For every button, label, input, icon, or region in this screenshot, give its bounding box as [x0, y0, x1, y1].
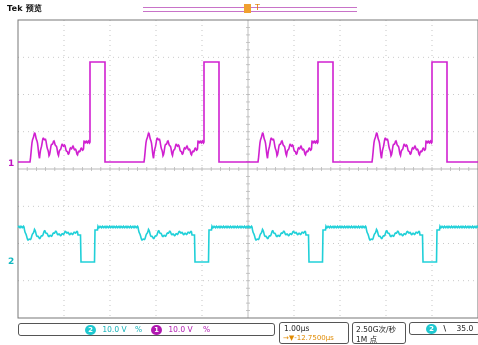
- ch1-badge: 1: [151, 325, 162, 335]
- brand-label: Tek 预览: [7, 4, 43, 13]
- delay-value: →▼-12.7500μs: [283, 334, 334, 342]
- trigger-position-marker[interactable]: [244, 4, 251, 13]
- graticule-border: [17, 19, 478, 319]
- ch1-scale: 10.0 V: [168, 325, 193, 334]
- trigger-level: 35.0: [456, 324, 474, 333]
- ch1-readout: 1 10.0 V %: [151, 325, 210, 335]
- ch2-scale: 10.0 V: [102, 325, 127, 334]
- record-length: 1M 点: [356, 335, 378, 344]
- trigger-slope-icon: \: [443, 324, 447, 333]
- ch1-unit: %: [203, 325, 211, 334]
- ch2-badge: 2: [85, 325, 96, 335]
- channel-readout-box[interactable]: 2 10.0 V % 1 10.0 V %: [18, 323, 275, 336]
- status-bar: 2 10.0 V % 1 10.0 V % 1.00μs →▼-12.7500μ…: [0, 320, 478, 344]
- top-bar: Tek 预览 T: [0, 0, 478, 18]
- trigger-readout: 2 \ 35.0: [426, 324, 473, 334]
- ch2-waveform: [17, 223, 478, 263]
- timebase-value: 1.00μs: [284, 324, 310, 333]
- sample-rate: 2.50G次/秒: [356, 325, 397, 334]
- ch2-unit: %: [135, 325, 143, 334]
- ch2-ground-marker[interactable]: 2: [8, 257, 15, 267]
- trigger-source-badge: 2: [426, 324, 437, 334]
- trigger-position-label: T: [255, 3, 260, 12]
- timebase-box[interactable]: 1.00μs →▼-12.7500μs: [279, 322, 349, 344]
- ch1-ground-marker[interactable]: 1: [8, 159, 15, 169]
- trigger-box[interactable]: 2 \ 35.0: [409, 322, 478, 335]
- ch1-waveform: [18, 61, 478, 163]
- ch2-readout: 2 10.0 V %: [85, 325, 142, 335]
- graticule: [17, 19, 478, 319]
- acquisition-box[interactable]: 2.50G次/秒 1M 点: [352, 322, 406, 344]
